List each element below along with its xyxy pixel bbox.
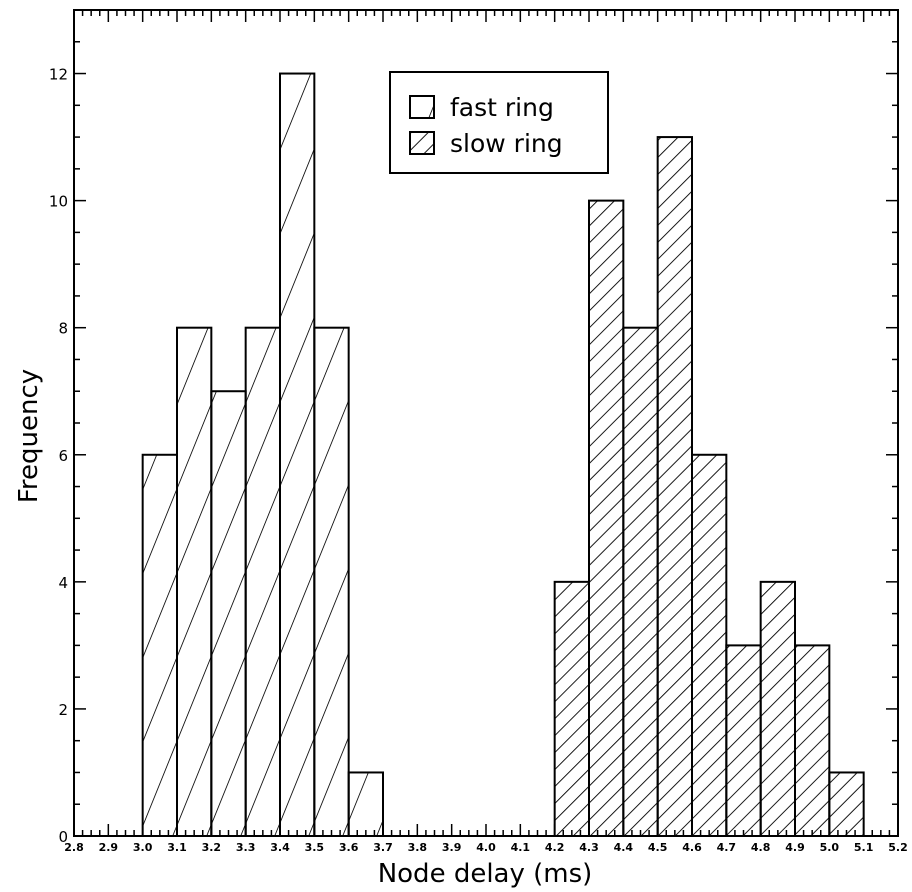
- y-tick-label: 12: [49, 66, 68, 84]
- x-tick-label: 3.2: [202, 841, 222, 854]
- x-tick-label: 4.8: [751, 841, 771, 854]
- y-tick-label: 0: [58, 828, 68, 846]
- bar-fast-ring-3.1: [176, 326, 213, 837]
- legend-swatch-slow-ring: [409, 131, 435, 155]
- x-tick-label: 4.4: [614, 841, 634, 854]
- x-tick-label: 4.2: [545, 841, 565, 854]
- x-tick-label: 4.7: [717, 841, 737, 854]
- x-tick-label: 3.3: [236, 841, 256, 854]
- x-tick-label: 5.2: [888, 841, 908, 854]
- x-tick-label: 3.4: [270, 841, 290, 854]
- bar-slow-ring-4.8: [759, 580, 797, 837]
- x-tick-label: 4.6: [682, 841, 702, 854]
- bar-fast-ring-3.5: [313, 326, 350, 837]
- legend-frame: [389, 71, 609, 174]
- x-tick-label: 5.0: [820, 841, 840, 854]
- x-tick-label: 4.1: [511, 841, 531, 854]
- bar-fast-ring-3.0: [141, 453, 179, 837]
- x-tick-label: 3.8: [408, 841, 428, 854]
- bar-slow-ring-4.5: [656, 136, 694, 838]
- x-tick-label: 3.9: [442, 841, 462, 854]
- x-tick-label: 2.9: [99, 841, 119, 854]
- bar-slow-ring-5.0: [828, 771, 865, 838]
- x-tick-label: 4.3: [579, 841, 599, 854]
- x-tick-label: 2.8: [64, 841, 84, 854]
- x-tick-label: 3.6: [339, 841, 359, 854]
- y-tick-labels: 0 2 4 6 8 10 12: [49, 66, 68, 846]
- bar-fast-ring-3.4: [279, 72, 316, 838]
- legend-label-slow-ring: slow ring: [450, 129, 563, 158]
- y-tick-label: 10: [49, 193, 68, 211]
- y-tick-label: 6: [58, 447, 68, 465]
- y-tick-label: 4: [58, 574, 68, 592]
- x-tick-label: 3.7: [373, 841, 393, 854]
- bar-slow-ring-4.4: [622, 326, 659, 837]
- bar-slow-ring-4.7: [725, 644, 762, 838]
- x-tick-label: 3.0: [133, 841, 153, 854]
- bar-slow-ring-4.6: [691, 453, 728, 837]
- legend-label-fast-ring: fast ring: [450, 93, 554, 122]
- legend: fast ring slow ring: [389, 71, 609, 174]
- legend-item-fast-ring: fast ring: [409, 93, 554, 122]
- x-tick-label: 4.9: [785, 841, 805, 854]
- ticks-layer: [73, 9, 899, 837]
- y-tick-label: 8: [58, 320, 68, 338]
- legend-swatch-fast-ring: [409, 95, 435, 119]
- bar-slow-ring-4.2: [553, 580, 591, 837]
- x-tick-label: 5.1: [854, 841, 874, 854]
- x-tick-label: 4.0: [476, 841, 496, 854]
- y-axis-title: Frequency: [14, 369, 44, 503]
- bar-fast-ring-3.6: [347, 771, 384, 838]
- bar-slow-ring-4.3: [588, 199, 625, 838]
- x-tick-label: 3.1: [167, 841, 187, 854]
- x-tick-label: 4.5: [648, 841, 668, 854]
- x-tick-label: 3.5: [305, 841, 325, 854]
- y-tick-label: 2: [58, 701, 68, 719]
- bar-fast-ring-3.3: [244, 326, 282, 837]
- bars-layer: [141, 72, 865, 838]
- legend-item-slow-ring: slow ring: [409, 129, 563, 158]
- bar-fast-ring-3.2: [210, 390, 247, 837]
- x-axis-title: Node delay (ms): [378, 859, 593, 889]
- x-tick-labels: 2.8 2.9 3.0 3.1 3.2 3.3 3.4 3.5 3.6 3.7 3.8 3.9 4.0 4…: [64, 841, 908, 854]
- bar-slow-ring-4.9: [794, 644, 831, 838]
